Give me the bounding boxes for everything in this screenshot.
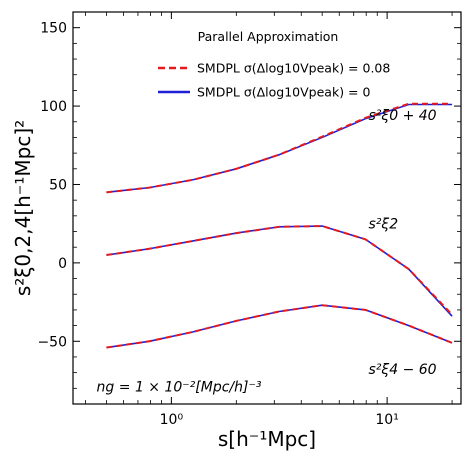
y-tick-label: −50: [37, 334, 67, 350]
y-tick-label: 50: [49, 177, 67, 193]
y-tick-label: 100: [40, 99, 67, 115]
legend-entry-label: SMDPL σ(Δlog10Vpeak) = 0.08: [197, 61, 390, 76]
x-tick-label: 10⁰: [160, 412, 184, 428]
y-tick-label: 150: [40, 21, 67, 37]
series-line-xi4_minus_60-dashed: [106, 304, 453, 349]
ticks-layer: −50 0 50 100 150 10⁰ 10¹: [37, 11, 461, 428]
plot-frame: [72, 11, 462, 405]
y-axis-label: s²ξ0,2,4[h⁻¹Mpc]²: [11, 120, 35, 296]
legend-entry-label: SMDPL σ(Δlog10Vpeak) = 0: [197, 85, 371, 100]
x-tick-label: 10¹: [375, 412, 398, 428]
annotations: s²ξ0 + 40 s²ξ2 s²ξ4 − 60 ng = 1 × 10⁻²[Mpc/…: [97, 108, 437, 395]
annotation-label: s²ξ4 − 60: [369, 362, 437, 378]
annotation-label: ng = 1 × 10⁻²[Mpc/h]⁻³: [97, 379, 262, 395]
series-line-xi2-dashed: [106, 225, 453, 316]
legend-title: Parallel Approximation: [198, 29, 339, 44]
x-axis-label: s[h⁻¹Mpc]: [218, 427, 316, 451]
annotation-label: s²ξ2: [369, 216, 399, 232]
series-line-xi0_plus_40-dashed: [106, 102, 453, 194]
series-line-xi4_minus_60-solid: [106, 304, 453, 349]
y-tick-label: 0: [58, 256, 67, 272]
legend: Parallel Approximation SMDPL σ(Δlog10Vpe…: [158, 29, 390, 100]
annotation-label: s²ξ0 + 40: [369, 108, 437, 124]
series-line-xi2-solid: [106, 225, 453, 317]
series-layer: [106, 102, 453, 349]
